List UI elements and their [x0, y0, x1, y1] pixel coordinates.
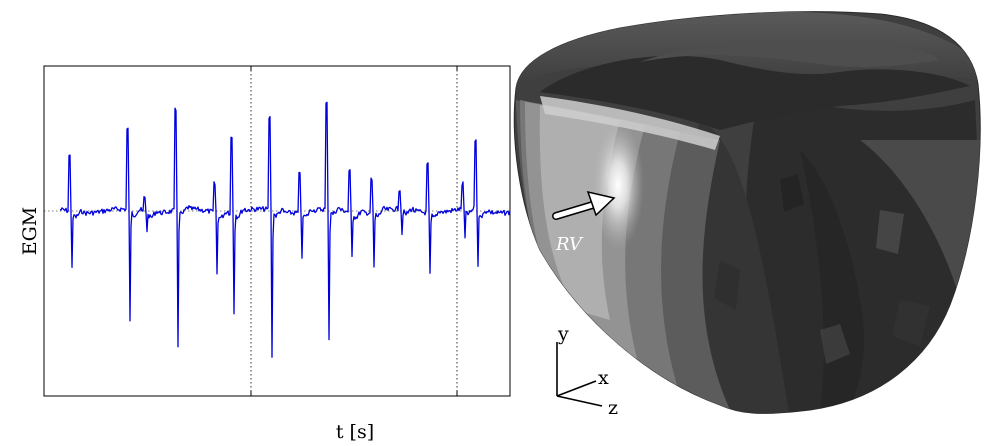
egm-ylabel: EGM — [19, 207, 41, 256]
rv-label: RV — [555, 234, 584, 255]
y-axis-label: y — [557, 323, 569, 345]
x-axis-line — [556, 380, 597, 397]
egm-plot-frame — [43, 65, 511, 397]
rv-arrow — [552, 190, 616, 220]
egm-panel: t [s] EGM — [19, 65, 511, 443]
heart-shading — [516, 11, 981, 414]
x-axis-label: x — [598, 367, 609, 389]
egm-xlabel: t [s] — [336, 421, 374, 443]
z-axis-line — [556, 395, 603, 407]
heart-panel: RV y x z — [513, 11, 981, 419]
egm-trace — [59, 101, 511, 358]
coordinate-axes: y x z — [556, 323, 618, 419]
z-axis-label: z — [608, 397, 618, 419]
